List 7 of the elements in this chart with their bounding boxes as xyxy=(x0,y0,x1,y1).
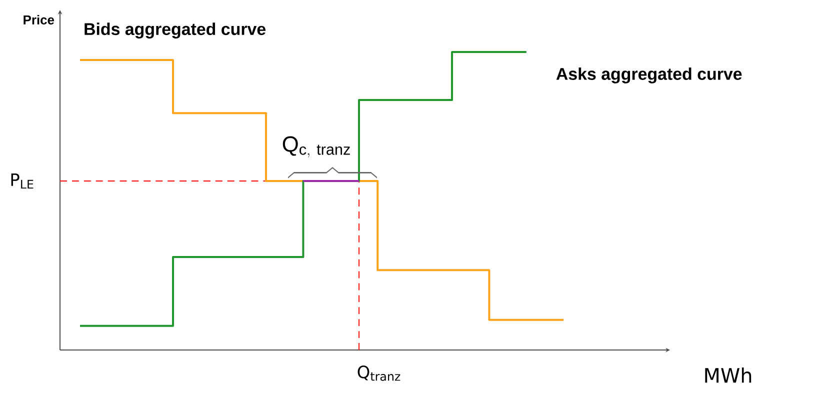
text: Q$_{tranz}$ xyxy=(358,366,400,381)
ref-line-label: P$_{LE}$ xyxy=(11,174,34,189)
y-axis-title: Price xyxy=(24,14,54,24)
series-label: Asks aggregated curve xyxy=(556,68,742,84)
text: MWh xyxy=(705,368,752,383)
annotation: $\mathrm{Q}_{\mathrm{c,\ tranz}}$ xyxy=(282,136,350,158)
series-label: Bids aggregated curve xyxy=(84,22,266,39)
